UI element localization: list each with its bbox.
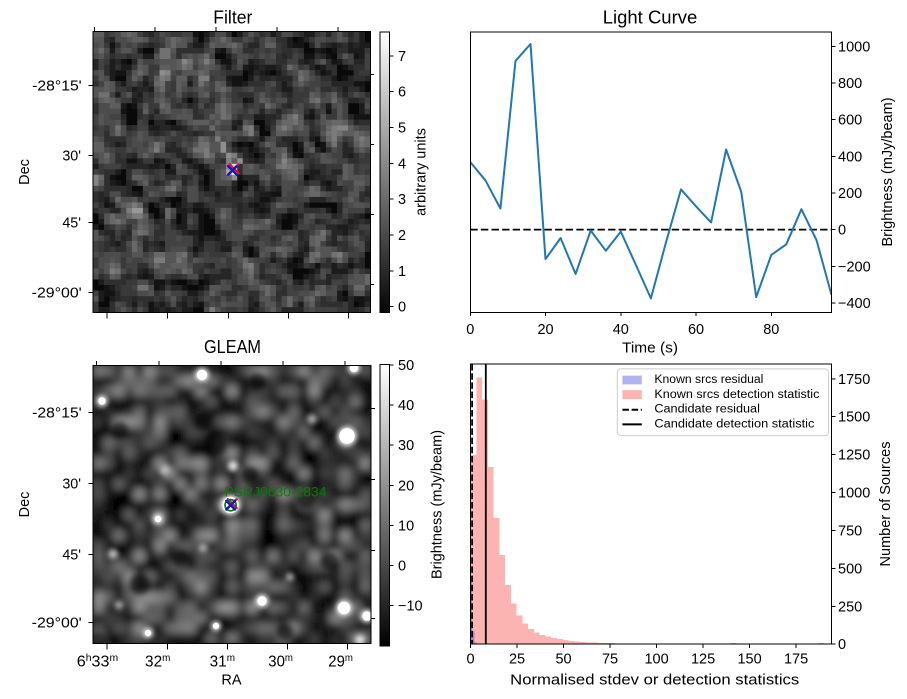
- svg-text:Dec: Dec: [17, 159, 33, 185]
- svg-text:1000: 1000: [838, 486, 870, 502]
- svg-text:60: 60: [688, 322, 704, 338]
- svg-text:600: 600: [838, 113, 862, 129]
- svg-text:4: 4: [398, 156, 406, 172]
- svg-text:Number of Sources: Number of Sources: [878, 442, 894, 567]
- svg-text:40: 40: [613, 322, 629, 338]
- svg-text:30': 30': [62, 476, 81, 492]
- svg-text:6h33m: 6h33m: [77, 653, 118, 671]
- svg-text:1: 1: [398, 264, 406, 280]
- svg-text:arbitrary units: arbitrary units: [414, 128, 430, 216]
- svg-text:400: 400: [838, 149, 862, 165]
- svg-text:−200: −200: [838, 259, 871, 275]
- svg-text:1250: 1250: [838, 448, 870, 464]
- svg-text:7: 7: [398, 49, 406, 65]
- svg-text:RA: RA: [221, 673, 241, 689]
- svg-text:−400: −400: [838, 296, 871, 312]
- svg-text:30: 30: [398, 438, 414, 454]
- svg-text:6: 6: [398, 85, 406, 101]
- svg-text:Filter: Filter: [213, 7, 252, 27]
- svg-text:750: 750: [838, 523, 862, 539]
- svg-text:0: 0: [466, 651, 474, 667]
- svg-text:0: 0: [466, 322, 474, 338]
- svg-text:-29°00': -29°00': [32, 616, 82, 632]
- svg-text:800: 800: [838, 76, 862, 92]
- svg-text:45': 45': [62, 216, 81, 232]
- svg-text:20: 20: [398, 478, 414, 494]
- svg-text:0: 0: [398, 300, 406, 316]
- svg-text:1000: 1000: [838, 39, 870, 55]
- svg-text:Candidate detection statistic: Candidate detection statistic: [654, 418, 814, 430]
- svg-text:Candidate residual: Candidate residual: [654, 404, 760, 416]
- svg-text:1500: 1500: [838, 410, 870, 426]
- svg-text:250: 250: [838, 599, 862, 615]
- svg-text:75: 75: [602, 651, 618, 667]
- svg-text:Known srcs detection statistic: Known srcs detection statistic: [654, 389, 819, 401]
- svg-text:20: 20: [537, 322, 553, 338]
- svg-text:125: 125: [691, 651, 715, 667]
- svg-text:30': 30': [62, 149, 81, 165]
- svg-text:150: 150: [737, 651, 761, 667]
- svg-text:29m: 29m: [328, 653, 353, 671]
- svg-text:40: 40: [398, 398, 414, 414]
- svg-text:Brightness (mJy/beam): Brightness (mJy/beam): [430, 430, 446, 579]
- svg-text:Brightness (mJy/beam): Brightness (mJy/beam): [880, 97, 896, 246]
- svg-text:0: 0: [838, 223, 846, 239]
- svg-text:Normalised stdev or detection: Normalised stdev or detection statistics: [510, 672, 799, 688]
- svg-text:50: 50: [555, 651, 571, 667]
- svg-text:25: 25: [509, 651, 525, 667]
- svg-text:500: 500: [838, 561, 862, 577]
- svg-text:32m: 32m: [145, 653, 170, 671]
- svg-text:0: 0: [838, 637, 846, 653]
- svg-text:2: 2: [398, 228, 406, 244]
- svg-text:50: 50: [398, 358, 414, 374]
- svg-text:80: 80: [763, 322, 779, 338]
- svg-text:Dec: Dec: [17, 492, 33, 518]
- svg-text:30m: 30m: [268, 653, 293, 671]
- svg-text:-28°15': -28°15': [32, 406, 82, 422]
- svg-text:PSRJ0630-2834: PSRJ0630-2834: [225, 485, 327, 500]
- svg-text:-28°15': -28°15': [32, 78, 82, 94]
- svg-text:0: 0: [398, 559, 406, 575]
- svg-text:Time (s): Time (s): [622, 341, 678, 357]
- svg-text:10: 10: [398, 518, 414, 534]
- svg-text:Light Curve: Light Curve: [603, 8, 698, 28]
- svg-text:-29°00': -29°00': [32, 286, 82, 302]
- svg-text:200: 200: [838, 186, 862, 202]
- svg-text:100: 100: [644, 651, 668, 667]
- svg-text:1750: 1750: [838, 372, 870, 388]
- svg-text:−10: −10: [398, 599, 423, 615]
- svg-text:175: 175: [784, 651, 808, 667]
- svg-text:3: 3: [398, 192, 406, 208]
- svg-text:GLEAM: GLEAM: [204, 337, 261, 357]
- svg-text:5: 5: [398, 120, 406, 136]
- svg-text:31m: 31m: [210, 653, 235, 671]
- svg-text:Known srcs residual: Known srcs residual: [654, 374, 763, 386]
- svg-text:45': 45': [62, 548, 81, 564]
